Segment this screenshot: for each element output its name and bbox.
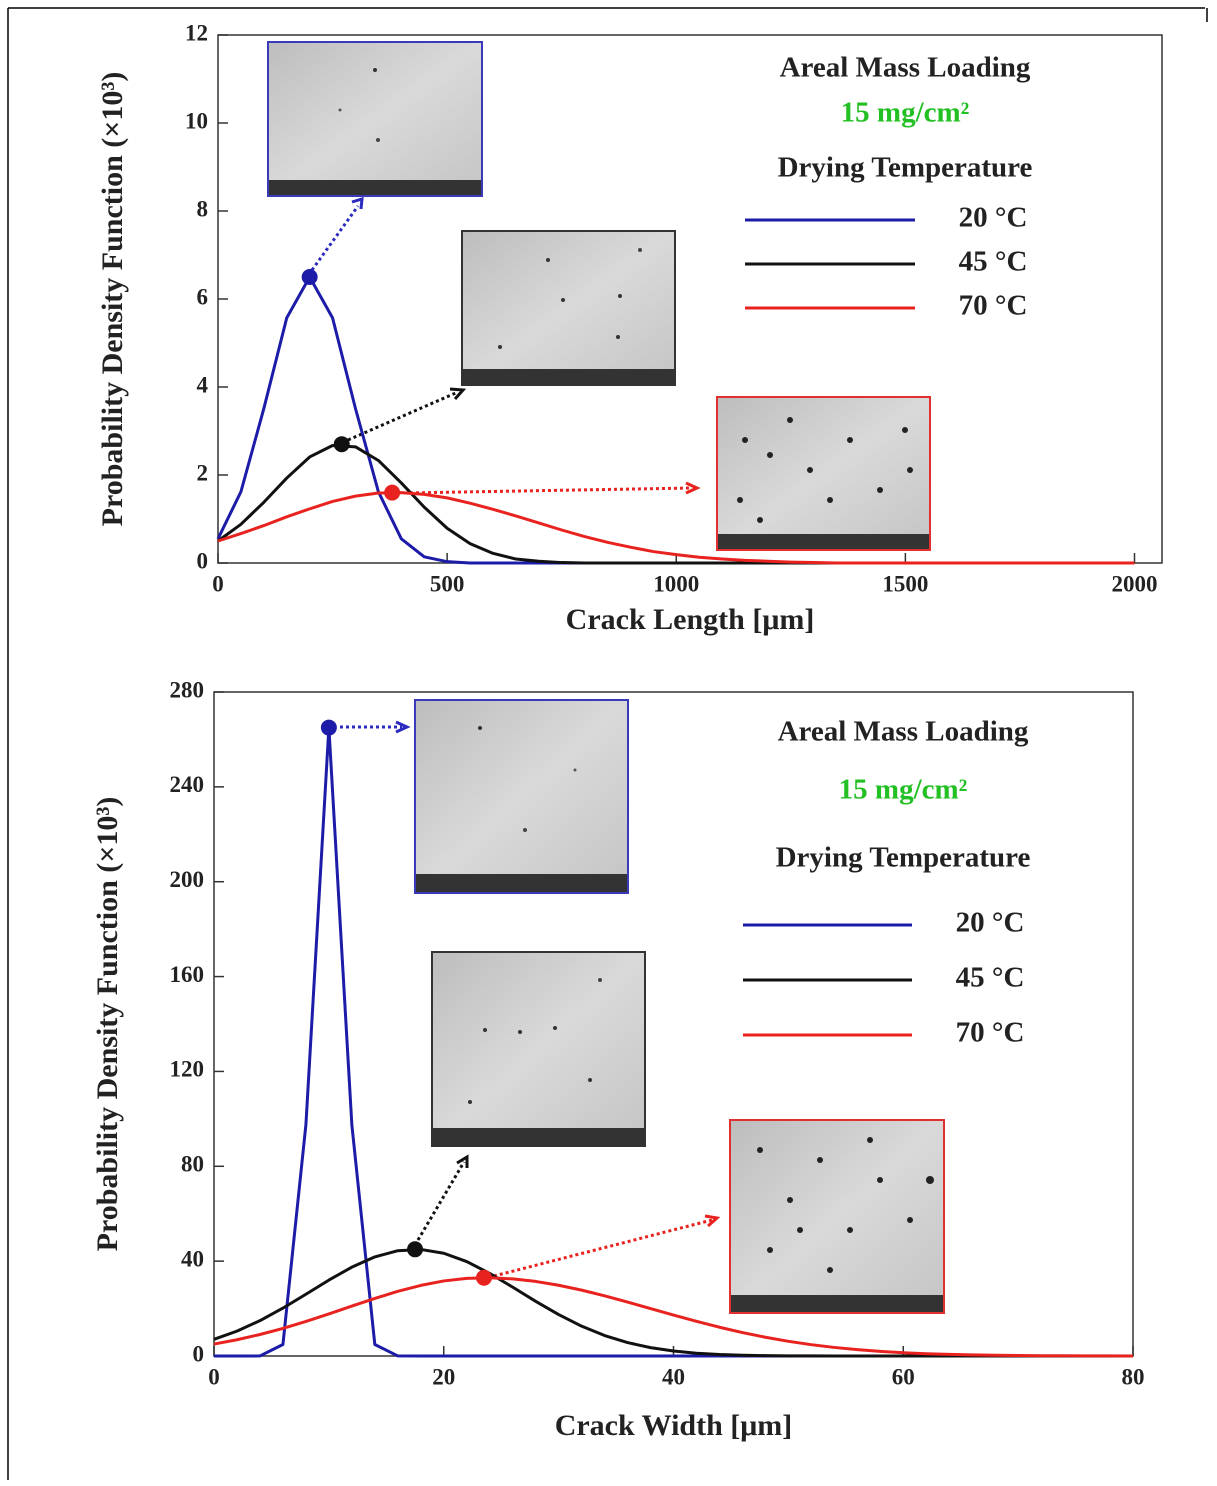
x-tick-label: 60 (892, 1364, 915, 1389)
annotation: 15 mg/cm² (839, 774, 968, 806)
y-tick-label: 240 (170, 772, 205, 797)
y-tick-label: 200 (170, 867, 205, 892)
legend-label: 20 °C (959, 202, 1028, 234)
inset-images (268, 42, 944, 1313)
x-tick-label: 1000 (653, 571, 699, 596)
annotation: 15 mg/cm² (841, 97, 970, 129)
y-tick-label: 6 (197, 284, 209, 309)
peak-marker (334, 436, 350, 452)
figure: 0246810120500100015002000Crack Length [μ… (0, 0, 1217, 1486)
series-line (214, 1278, 1133, 1356)
y-tick-label: 12 (185, 20, 208, 45)
annotation: Areal Mass Loading (778, 716, 1029, 748)
legend-label: 45 °C (956, 962, 1025, 994)
peak-marker (384, 485, 400, 501)
x-tick-label: 1500 (882, 571, 928, 596)
y-tick-label: 0 (197, 548, 209, 573)
y-tick-label: 8 (197, 196, 209, 221)
y-tick-label: 0 (193, 1341, 205, 1366)
peak-marker (302, 269, 318, 285)
series-line (218, 493, 1135, 563)
x-axis-label: Crack Length [μm] (566, 603, 815, 636)
y-axis-label: Probability Density Function (×10³) (91, 797, 124, 1252)
x-axis-label: Crack Width [μm] (555, 1409, 793, 1442)
legend-label: 70 °C (959, 290, 1028, 322)
x-tick-label: 40 (662, 1364, 685, 1389)
y-tick-label: 40 (181, 1246, 204, 1271)
legend-label: 45 °C (959, 246, 1028, 278)
sem-image (432, 952, 645, 1146)
x-tick-label: 0 (208, 1364, 220, 1389)
legend-title: Drying Temperature (776, 842, 1031, 874)
x-tick-label: 20 (432, 1364, 455, 1389)
peak-marker (321, 720, 337, 736)
y-tick-label: 2 (197, 460, 209, 485)
x-tick-label: 2000 (1112, 571, 1158, 596)
sem-image (462, 231, 675, 385)
legend-label: 70 °C (956, 1017, 1025, 1049)
annotation: Areal Mass Loading (780, 52, 1031, 84)
sem-image (730, 1120, 944, 1313)
y-tick-label: 280 (170, 677, 205, 702)
x-tick-label: 0 (212, 571, 224, 596)
y-tick-label: 160 (170, 962, 205, 987)
y-tick-label: 80 (181, 1152, 204, 1177)
series-line (218, 446, 1135, 563)
x-tick-label: 500 (430, 571, 465, 596)
legend-title: Drying Temperature (778, 152, 1033, 184)
sem-image (717, 397, 930, 550)
sem-image (268, 42, 482, 196)
sem-image (415, 700, 628, 893)
legend-label: 20 °C (956, 907, 1025, 939)
peak-marker (407, 1241, 423, 1257)
peak-marker (476, 1270, 492, 1286)
y-tick-label: 120 (170, 1057, 205, 1082)
y-tick-label: 10 (185, 108, 208, 133)
x-tick-label: 80 (1122, 1364, 1145, 1389)
y-tick-label: 4 (197, 372, 209, 397)
y-axis-label: Probability Density Function (×10³) (96, 72, 129, 527)
series-line (214, 1249, 1133, 1356)
